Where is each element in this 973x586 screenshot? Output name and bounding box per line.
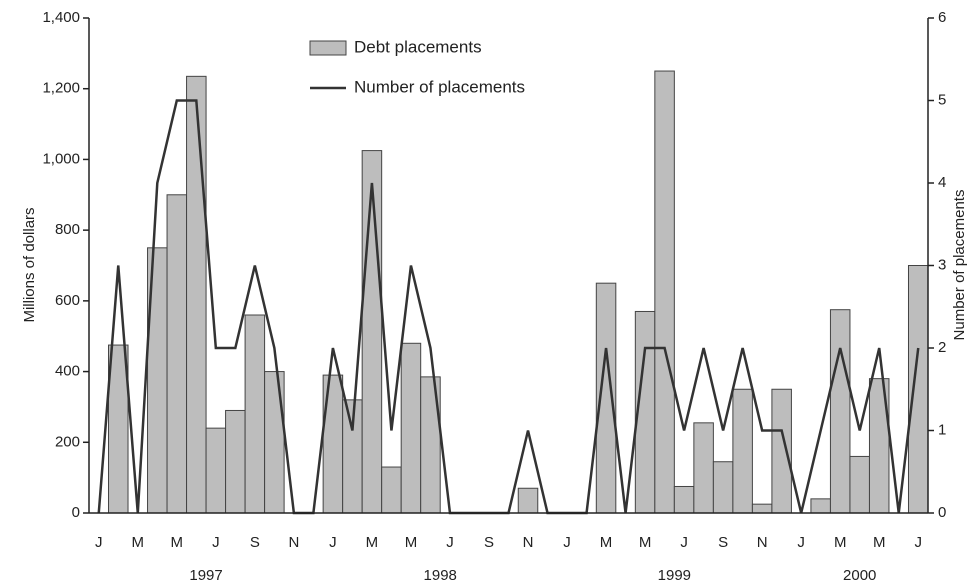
y-tick-label: 1,400 [42,9,80,26]
bar [244,314,266,514]
year-label: 1997 [189,567,222,584]
x-tick-label: M [639,534,652,551]
x-tick-label: N [288,534,299,551]
bar [829,309,851,514]
y-tick-label: 0 [72,504,80,521]
bar [673,485,695,514]
x-tick-label: M [366,534,379,551]
y2-tick-label: 1 [938,421,946,438]
y-tick-label: 200 [55,433,80,450]
y-tick-label: 600 [55,292,80,309]
bar [517,487,539,514]
bar [186,75,207,514]
bar [381,466,402,514]
bar [205,427,227,514]
bar [810,498,831,514]
x-tick-label: S [718,534,728,551]
x-tick-label: J [95,534,103,551]
x-tick-label: M [171,534,184,551]
y2-tick-label: 5 [938,91,946,108]
y2-tick-label: 2 [938,339,946,356]
y-tick-label: 400 [55,363,80,380]
x-tick-label: M [132,534,145,551]
bar [751,503,773,514]
y2-tick-label: 4 [938,174,946,191]
x-tick-label: J [329,534,337,551]
bar [166,194,188,514]
bar [400,342,422,514]
legend-swatch [309,40,347,56]
x-tick-label: J [446,534,454,551]
bar [654,70,675,514]
bar [907,265,929,514]
y2-axis-label: Number of placements [951,190,968,341]
year-label: 2000 [843,567,876,584]
legend-label: Debt placements [354,37,482,56]
y-tick-label: 1,200 [42,80,80,97]
x-tick-label: M [405,534,418,551]
bar [264,371,285,514]
x-tick-label: M [873,534,886,551]
year-label: 1998 [424,567,457,584]
bar [712,461,734,514]
x-tick-label: N [523,534,534,551]
year-label: 1999 [658,567,691,584]
x-tick-label: N [757,534,768,551]
bar [771,388,792,514]
x-tick-label: J [797,534,805,551]
y-tick-label: 800 [55,221,80,238]
bar [108,344,129,514]
x-tick-label: J [914,534,922,551]
legend-label: Number of placements [354,77,525,96]
x-tick-label: J [212,534,220,551]
x-tick-label: S [484,534,494,551]
y-tick-label: 1,000 [42,150,80,167]
bar [732,388,753,514]
x-tick-label: J [563,534,571,551]
y2-tick-label: 3 [938,256,946,273]
bar [361,150,383,514]
x-tick-label: M [834,534,847,551]
y-axis-label: Millions of dollars [21,207,38,322]
y2-tick-label: 0 [938,504,946,521]
bar [225,409,246,514]
x-tick-label: J [680,534,688,551]
x-tick-label: M [600,534,613,551]
bar [693,422,714,514]
y2-tick-label: 6 [938,9,946,26]
x-tick-label: S [250,534,260,551]
bar [849,455,870,514]
